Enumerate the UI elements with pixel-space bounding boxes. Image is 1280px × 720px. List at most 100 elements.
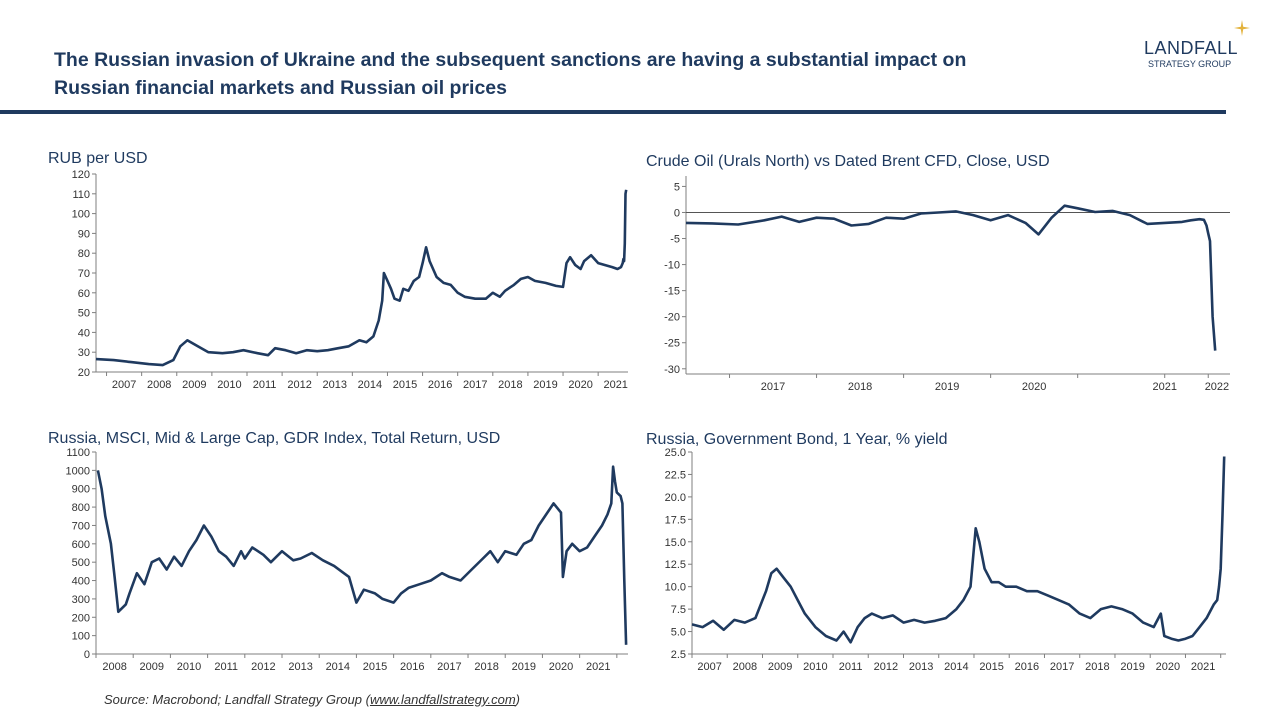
rub-xtick-label: 2008	[147, 379, 171, 391]
rub-xtick-label: 2011	[253, 379, 277, 391]
bond-series-line	[691, 456, 1226, 644]
source-link[interactable]: www.landfallstrategy.com	[369, 692, 516, 707]
msci-ytick-label: 700	[72, 520, 90, 532]
rub-xtick-label: 2017	[463, 379, 487, 391]
bond-ytick-label: 20.0	[665, 492, 686, 504]
logo-tagline: STRATEGY GROUP	[1148, 59, 1232, 69]
bond-xtick-label: 2008	[733, 661, 757, 673]
urals-xtick-label: 2018	[848, 381, 872, 393]
urals-ytick-label: -30	[664, 364, 680, 376]
rub-xtick-label: 2020	[568, 379, 592, 391]
rub-chart-title: RUB per USD	[48, 150, 148, 167]
bond-ytick-label: 22.5	[665, 469, 686, 481]
rub-xtick-label: 2007	[112, 379, 136, 391]
msci-ytick-label: 800	[72, 502, 90, 514]
bond-xtick-label: 2014	[944, 661, 968, 673]
rub-ytick-label: 80	[78, 248, 90, 260]
source-note: Source: Macrobond; Landfall Strategy Gro…	[104, 692, 520, 707]
bond-ytick-label: 5.0	[671, 627, 686, 639]
rub-xtick-label: 2010	[217, 379, 241, 391]
rub-xtick-label: 2009	[182, 379, 206, 391]
urals-xtick-label: 2020	[1022, 381, 1046, 393]
msci-xtick-label: 2010	[177, 661, 201, 673]
bond-xtick-label: 2019	[1120, 661, 1144, 673]
urals-ytick-label: 0	[674, 207, 680, 219]
msci-xtick-label: 2013	[288, 661, 312, 673]
urals-xtick-label: 2019	[935, 381, 959, 393]
rub-ytick-label: 60	[78, 288, 90, 300]
msci-ytick-label: 200	[72, 612, 90, 624]
msci-xtick-label: 2021	[586, 661, 610, 673]
bond-ytick-label: 15.0	[665, 537, 686, 549]
msci-xtick-label: 2008	[102, 661, 126, 673]
urals-series-line	[685, 204, 1217, 351]
msci-series-line	[96, 465, 628, 645]
rub-series-line	[95, 189, 628, 367]
rub-ytick-label: 50	[78, 308, 90, 320]
msci-ytick-label: 500	[72, 557, 90, 569]
msci-xtick-label: 2015	[363, 661, 387, 673]
rub-xtick-label: 2021	[603, 379, 627, 391]
rub-xtick-label: 2012	[287, 379, 311, 391]
rub-ytick-label: 110	[72, 189, 90, 201]
bond-xtick-label: 2015	[979, 661, 1003, 673]
rub-xtick-label: 2015	[393, 379, 417, 391]
bond-xtick-label: 2020	[1156, 661, 1180, 673]
bond-xtick-label: 2017	[1050, 661, 1074, 673]
bond-ytick-label: 25.0	[665, 447, 686, 459]
rub-ytick-label: 30	[78, 347, 90, 359]
bond-xtick-label: 2013	[909, 661, 933, 673]
source-suffix: )	[515, 692, 520, 707]
rub-ytick-label: 120	[72, 169, 90, 181]
rub-xtick-label: 2016	[428, 379, 452, 391]
urals-xtick-label: 2022	[1205, 381, 1229, 393]
msci-ytick-label: 0	[84, 649, 90, 661]
page-title: The Russian invasion of Ukraine and the …	[54, 46, 1094, 102]
landfall-logo: LANDFALL STRATEGY GROUP	[1130, 20, 1250, 80]
rub-ytick-label: 40	[78, 327, 90, 339]
msci-ytick-label: 100	[72, 631, 90, 643]
msci-ytick-label: 900	[72, 484, 90, 496]
logo-name: LANDFALL	[1144, 38, 1239, 58]
rub-ytick-label: 100	[72, 209, 90, 221]
rub-xtick-label: 2014	[358, 379, 382, 391]
rub-xtick-label: 2019	[533, 379, 557, 391]
star-icon	[1234, 20, 1250, 36]
page-title-line2: Russian financial markets and Russian oi…	[54, 77, 507, 99]
title-divider	[0, 110, 1226, 114]
msci-xtick-label: 2018	[474, 661, 498, 673]
bond-ytick-label: 17.5	[665, 514, 686, 526]
msci-chart-title: Russia, MSCI, Mid & Large Cap, GDR Index…	[48, 430, 501, 447]
msci-xtick-label: 2012	[251, 661, 275, 673]
bond-xtick-label: 2009	[768, 661, 792, 673]
msci-ytick-label: 600	[72, 539, 90, 551]
urals-ytick-label: -15	[664, 286, 680, 298]
msci-ytick-label: 400	[72, 576, 90, 588]
urals-ytick-label: -5	[670, 234, 680, 246]
urals-ytick-label: -10	[664, 260, 680, 272]
rub-xtick-label: 2018	[498, 379, 522, 391]
bond-ytick-label: 2.5	[671, 649, 686, 661]
source-prefix: Source: Macrobond; Landfall Strategy Gro…	[104, 692, 370, 707]
bond-xtick-label: 2007	[697, 661, 721, 673]
urals-chart-title: Crude Oil (Urals North) vs Dated Brent C…	[646, 153, 1050, 170]
bond-xtick-label: 2011	[839, 661, 863, 673]
msci-xtick-label: 2017	[437, 661, 461, 673]
msci-ytick-label: 300	[72, 594, 90, 606]
rub-ytick-label: 20	[78, 367, 90, 379]
urals-ytick-label: -20	[664, 312, 680, 324]
urals-ytick-label: 5	[674, 181, 680, 193]
msci-xtick-label: 2016	[400, 661, 424, 673]
msci-xtick-label: 2009	[140, 661, 164, 673]
bond-xtick-label: 2012	[874, 661, 898, 673]
msci-xtick-label: 2014	[326, 661, 350, 673]
msci-ytick-label: 1000	[66, 465, 90, 477]
bond-xtick-label: 2021	[1191, 661, 1215, 673]
rub-ytick-label: 90	[78, 228, 90, 240]
urals-xtick-label: 2017	[761, 381, 785, 393]
bond-ytick-label: 12.5	[665, 559, 686, 571]
